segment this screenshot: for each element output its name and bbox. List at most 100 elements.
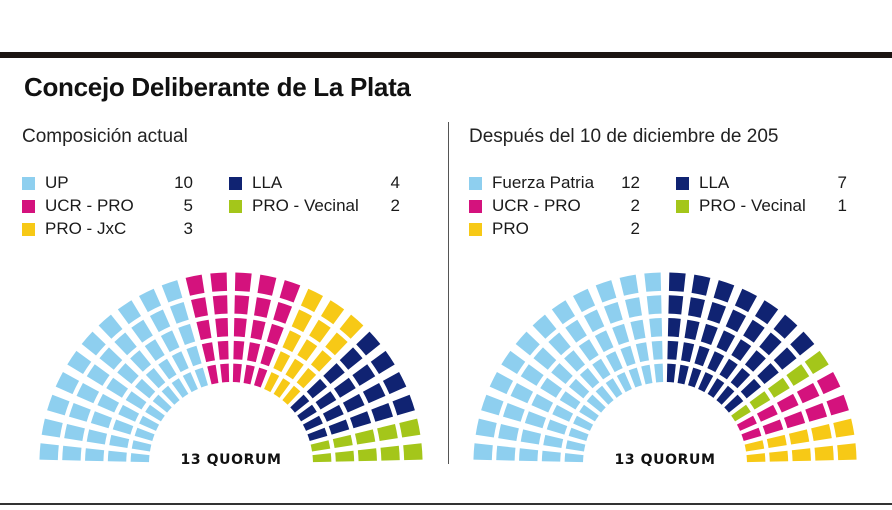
seat-segment [605,351,623,373]
seat-segment [160,330,180,353]
seat-segment [68,402,91,422]
seat-segment [612,323,630,346]
seat-segment [654,363,664,383]
seat-segment [362,382,386,404]
seat-segment [805,402,828,422]
seat-segment [520,364,544,386]
legend-label: PRO [492,219,529,238]
parliament-chart: 13 QUORUM [473,272,857,468]
seat-segment [498,424,519,441]
seat-segment [297,339,318,362]
seat-segment [339,314,364,339]
seat-segment [744,350,766,372]
seat-segment [532,314,557,339]
seat-segment [628,367,642,388]
seat-segment [247,342,261,363]
seat-segment [220,363,230,383]
seat-segment [130,453,150,463]
seat-segment [767,377,790,398]
seat-segment [138,288,162,313]
seat-segment [273,301,293,324]
seat-segment [783,411,806,429]
square-swatch-icon [469,222,482,236]
seat-segment [234,295,250,315]
seat-segment [323,363,345,385]
seat-segment [688,367,702,388]
seat-segment [233,340,245,360]
seat-segment [681,342,695,363]
seat-segment [605,378,623,398]
seat-segment [473,443,493,461]
legend-value: 2 [630,219,640,238]
seat-segment [106,377,129,398]
seat-segment [86,364,110,386]
seat-segment [543,434,564,448]
legend-label: UCR - PRO [492,196,581,215]
legend-value: 10 [174,173,193,192]
top-rule [0,52,892,58]
seat-segment [64,424,85,441]
seat-segment [145,367,166,389]
seat-segment [743,319,765,343]
seat-segment [144,339,165,362]
seat-segment [730,367,751,389]
seat-segment [595,280,617,303]
legend-label: UP [45,173,69,192]
chart-title: Después del 10 de diciembre de 205 [469,126,779,147]
legend-label: PRO - Vecinal [699,196,806,215]
seat-segment [328,419,350,435]
seat-segment [335,450,355,462]
seat-segment [114,332,137,356]
seat-segment [315,391,337,410]
seat-segment [788,429,810,445]
seat-segment [161,385,180,405]
seat-segment [62,445,82,461]
seat-segment [666,363,676,383]
seat-segment [76,382,100,404]
seat-segment [47,394,70,416]
seat-segment [531,393,554,413]
seat-segment [290,394,310,413]
seat-segment [125,391,147,410]
seat-segment [731,339,752,362]
legend-item: PRO - Vecinal 2 [229,195,400,217]
seat-segment [109,434,130,448]
seat-segment [559,391,581,410]
seat-segment [186,345,202,367]
seat-segment [134,427,155,441]
chart-panel-current: Composición actual UP 10 UCR - PRO 5 PRO… [22,124,452,474]
seat-segment [217,340,229,360]
legend-item: Fuerza Patria 12 [469,172,640,194]
seat-segment [285,358,304,380]
seat-segment [403,443,423,461]
seat-segment [630,319,646,341]
seat-segment [707,351,725,373]
legend-value: 2 [630,196,640,215]
seat-segment [773,314,798,339]
seat-segment [707,301,727,324]
seat-segment [551,363,573,385]
seat-segment [152,394,172,413]
seat-segment [773,347,797,370]
seat-segment [382,371,407,395]
seat-segment [282,385,301,405]
seat-segment [667,340,679,360]
seat-segment [191,297,208,318]
seat-segment [754,300,779,325]
seat-segment [333,377,356,398]
seat-segment [309,319,331,343]
seat-segment [81,331,106,356]
seat-segment [688,297,705,318]
seat-segment [816,371,841,395]
seat-segment [520,429,542,445]
seat-segment [677,364,689,385]
seat-segment [713,280,735,303]
legend-value: 7 [837,173,847,192]
seat-segment [796,382,820,404]
legend-value: 4 [390,173,400,192]
seat-segment [392,394,415,416]
seat-segment [67,350,92,375]
seat-segment [273,378,291,398]
seat-segment [332,434,353,448]
legend-label: PRO - Vecinal [252,196,359,215]
